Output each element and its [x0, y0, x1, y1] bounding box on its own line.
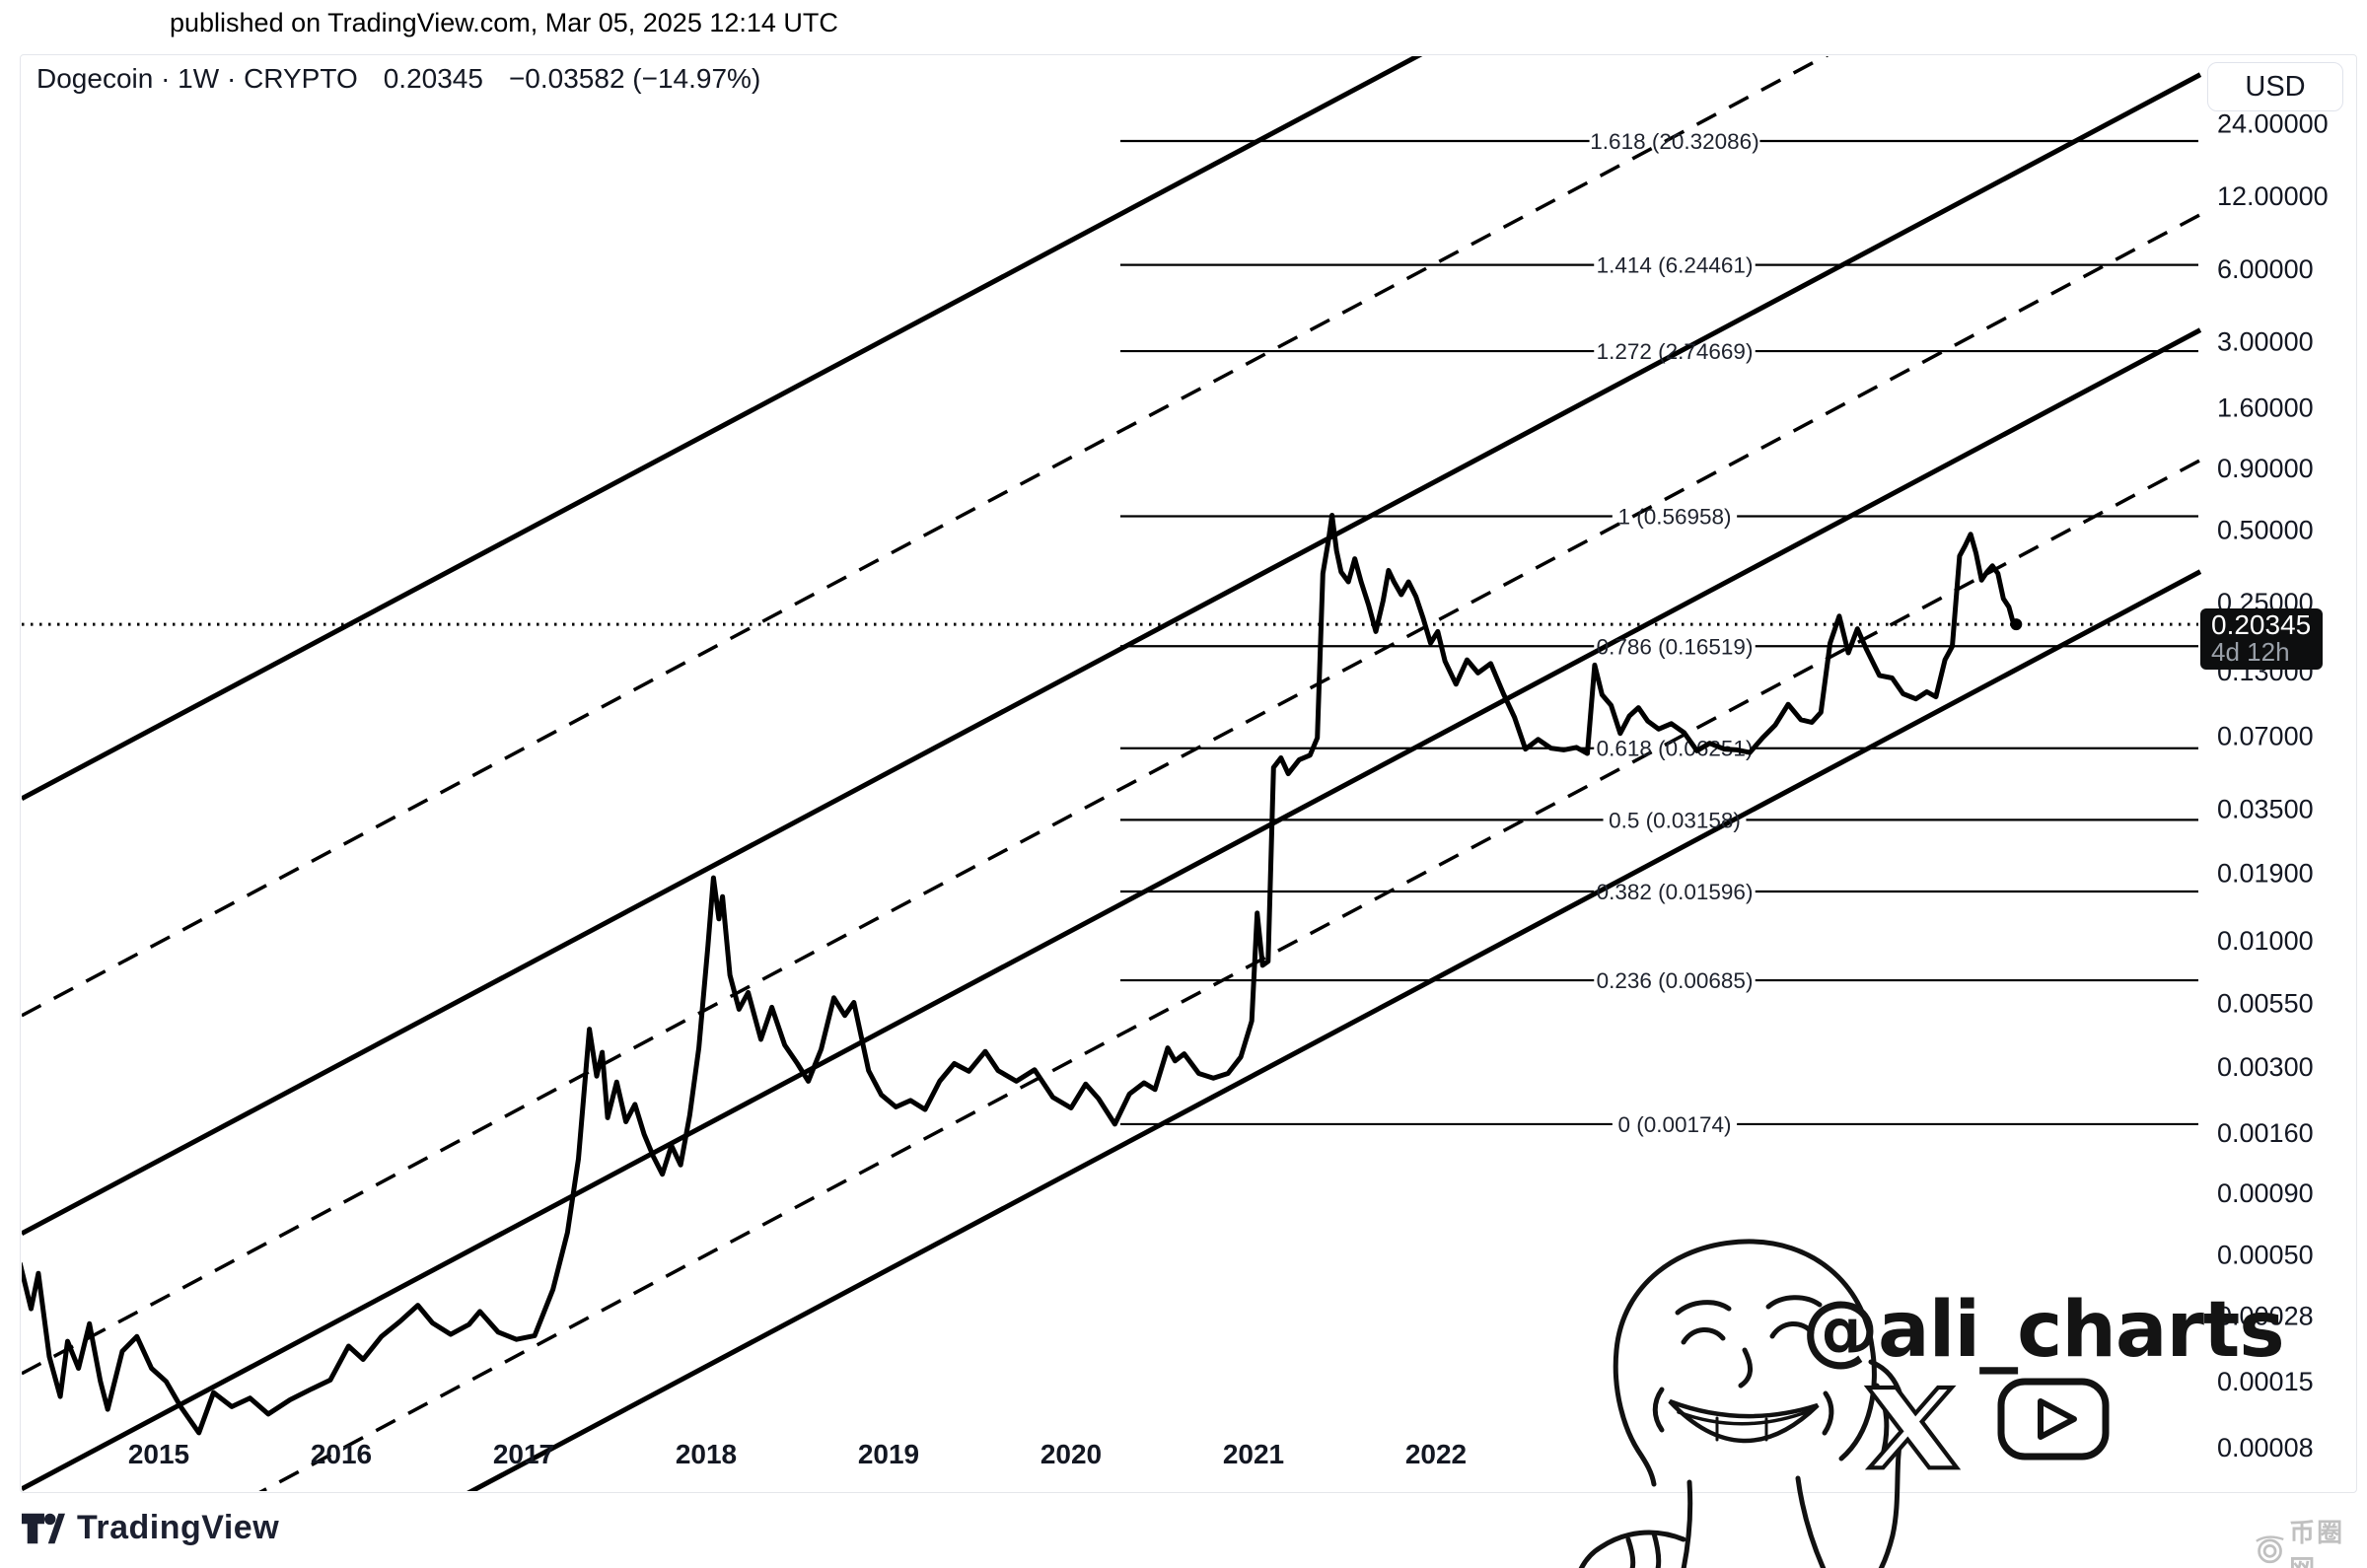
artist-handle: @ali_charts: [1802, 1286, 2284, 1375]
price-axis-tick-label: 0.00090: [2217, 1178, 2314, 1208]
price-axis-tick-label: 0.01900: [2217, 858, 2314, 888]
fib-label: 0.786 (0.16519): [1597, 634, 1754, 659]
price-axis-tick-label: 24.00000: [2217, 108, 2329, 138]
fib-label: 1.618 (20.32086): [1590, 129, 1758, 154]
fib-label: 0 (0.00174): [1617, 1112, 1731, 1137]
tradingview-wordmark: TradingView: [77, 1509, 280, 1546]
price-axis-tick-label: 0.00300: [2217, 1052, 2314, 1082]
price-axis-tick-label: 0.00028: [2217, 1301, 2314, 1330]
price-axis-labels[interactable]: 24.00000 12.00000 6.00000 3.00000 1.60000 0.9…: [2217, 108, 2329, 1461]
current-price-badge: 0.20345 4d 12h: [2200, 608, 2323, 670]
price-axis-tick-label: 0.00550: [2217, 988, 2314, 1018]
price-axis-tick-label: 0.50000: [2217, 515, 2314, 544]
chart-panel: 1.618 (20.32086) 1.414 (6.24461) 1.272 (2.…: [20, 54, 2357, 1568]
channel-line-dashed[interactable]: [22, 1, 2200, 1018]
fib-retracement-levels[interactable]: 1.618 (20.32086) 1.414 (6.24461) 1.272 (2.…: [1119, 129, 2198, 1137]
time-axis-year-label: 2020: [1040, 1439, 1102, 1469]
price-change: −0.03582 (−14.97%): [508, 63, 761, 94]
fib-label: 1.272 (2.74669): [1597, 339, 1754, 364]
tradingview-logo-icon: [22, 1513, 65, 1543]
channel-line-dashed[interactable]: [22, 459, 2201, 1568]
fib-label: 0.382 (0.01596): [1597, 880, 1754, 904]
time-axis-year-label: 2022: [1405, 1439, 1467, 1469]
x-logo-icon: [1863, 1385, 1962, 1470]
price-series-line[interactable]: [20, 513, 2019, 1436]
price-axis-tick-label: 0.90000: [2217, 454, 2314, 483]
price-axis-tick-label: 0.00008: [2217, 1433, 2314, 1462]
time-axis-year-label: 2021: [1223, 1439, 1284, 1469]
time-axis-year-label: 2017: [493, 1439, 554, 1469]
channel-line-solid[interactable]: [22, 1, 2200, 802]
price-axis-tick-label: 0.07000: [2217, 722, 2314, 751]
last-price: 0.20345: [383, 63, 483, 94]
corner-watermark: 币圈网 —ALIBTC.COM—: [2255, 1513, 2365, 1568]
fib-label: 1.414 (6.24461): [1597, 253, 1754, 278]
trend-channel-lines[interactable]: [22, 1, 2202, 1568]
price-axis-tick-label: 0.00015: [2217, 1367, 2314, 1396]
last-price-marker: [2010, 618, 2023, 631]
corner-watermark-icon: [2256, 1535, 2284, 1564]
symbol-title-row[interactable]: Dogecoin · 1W · CRYPTO 0.20345 −0.03582 …: [36, 63, 760, 95]
time-axis-year-label: 2015: [128, 1439, 189, 1469]
badge-price: 0.20345: [2211, 609, 2312, 640]
price-axis-tick-label: 6.00000: [2217, 254, 2314, 284]
channel-line-solid[interactable]: [22, 72, 2202, 1237]
price-axis-tick-label: 0.01000: [2217, 926, 2314, 956]
price-axis-tick-label: 0.00160: [2217, 1118, 2314, 1148]
price-axis-tick-label: 1.60000: [2217, 393, 2314, 423]
fib-label: 0.5 (0.03158): [1609, 808, 1741, 832]
channel-line-solid[interactable]: [22, 327, 2202, 1491]
time-axis-year-label: 2018: [676, 1439, 737, 1469]
time-axis-year-label: 2019: [858, 1439, 919, 1469]
corner-watermark-name: 币圈网: [2289, 1518, 2345, 1568]
time-axis-labels[interactable]: 2015 2016 2017 2018 2019 2020 2021 2022: [128, 1439, 1467, 1469]
published-caption: published on TradingView.com, Mar 05, 20…: [170, 8, 838, 37]
symbol-name[interactable]: Dogecoin · 1W · CRYPTO: [36, 63, 358, 94]
channel-line-dashed[interactable]: [22, 213, 2201, 1376]
time-axis-year-label: 2016: [311, 1439, 372, 1469]
price-axis-tick-label: 0.00050: [2217, 1241, 2314, 1270]
price-axis-tick-label: 12.00000: [2217, 181, 2329, 211]
tradingview-attribution[interactable]: TradingView: [22, 1509, 279, 1547]
youtube-icon: [1997, 1378, 2110, 1461]
currency-toggle-button[interactable]: USD: [2207, 62, 2343, 111]
price-axis-tick-label: 3.00000: [2217, 327, 2314, 357]
channel-line-solid[interactable]: [22, 569, 2202, 1568]
badge-countdown: 4d 12h: [2211, 637, 2290, 668]
fib-label: 1 (0.56958): [1617, 505, 1731, 530]
price-line-series[interactable]: [20, 513, 2023, 1436]
price-axis-tick-label: 0.03500: [2217, 794, 2314, 823]
fib-label: 0.236 (0.00685): [1597, 968, 1754, 993]
